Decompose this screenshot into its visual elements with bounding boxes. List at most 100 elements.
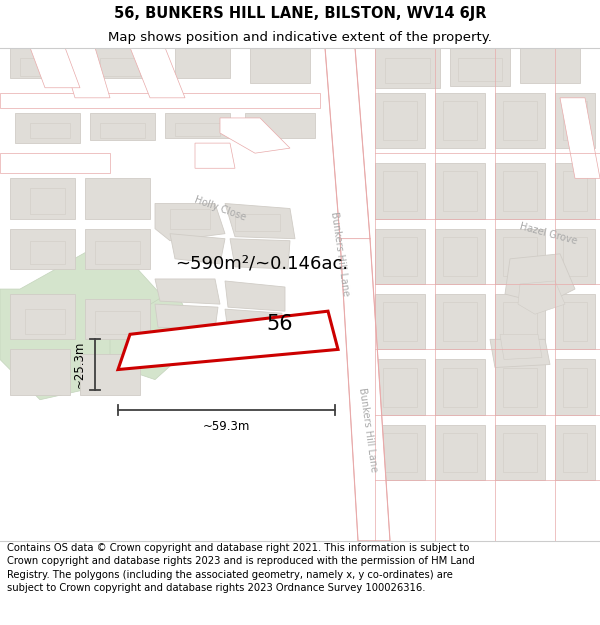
Polygon shape	[0, 239, 165, 400]
Polygon shape	[450, 48, 510, 86]
Polygon shape	[10, 229, 75, 269]
Polygon shape	[503, 171, 537, 211]
Polygon shape	[443, 302, 477, 341]
Polygon shape	[563, 368, 587, 407]
Polygon shape	[383, 101, 417, 140]
Polygon shape	[195, 143, 235, 168]
Polygon shape	[80, 354, 140, 395]
Polygon shape	[503, 433, 537, 472]
Polygon shape	[505, 254, 575, 304]
Polygon shape	[155, 204, 225, 241]
Polygon shape	[375, 359, 425, 415]
Text: Map shows position and indicative extent of the property.: Map shows position and indicative extent…	[108, 31, 492, 44]
Polygon shape	[490, 339, 550, 367]
Polygon shape	[0, 153, 110, 173]
Polygon shape	[90, 113, 155, 140]
Polygon shape	[375, 229, 425, 284]
Polygon shape	[230, 239, 290, 269]
Text: ~590m²/~0.146ac.: ~590m²/~0.146ac.	[175, 255, 348, 273]
Polygon shape	[375, 163, 425, 219]
Polygon shape	[435, 359, 485, 415]
Polygon shape	[375, 425, 425, 480]
Polygon shape	[10, 294, 75, 339]
Polygon shape	[95, 311, 140, 334]
Polygon shape	[110, 289, 200, 379]
Text: 56: 56	[266, 314, 293, 334]
Polygon shape	[500, 334, 542, 359]
Polygon shape	[555, 163, 595, 219]
Polygon shape	[443, 171, 477, 211]
Polygon shape	[235, 214, 280, 231]
Polygon shape	[25, 309, 65, 334]
Polygon shape	[340, 239, 390, 541]
Polygon shape	[15, 113, 80, 143]
Polygon shape	[220, 118, 290, 153]
Polygon shape	[443, 433, 477, 472]
Text: ~59.3m: ~59.3m	[203, 420, 250, 433]
Text: Contains OS data © Crown copyright and database right 2021. This information is : Contains OS data © Crown copyright and d…	[7, 543, 475, 592]
Polygon shape	[495, 359, 545, 415]
Polygon shape	[383, 368, 417, 407]
Text: Hazel Grove: Hazel Grove	[518, 221, 578, 246]
Polygon shape	[383, 237, 417, 276]
Polygon shape	[443, 368, 477, 407]
Polygon shape	[375, 48, 440, 88]
Polygon shape	[375, 294, 425, 349]
Polygon shape	[10, 178, 75, 219]
Polygon shape	[225, 309, 282, 336]
Polygon shape	[458, 58, 502, 81]
Polygon shape	[10, 349, 70, 395]
Polygon shape	[435, 92, 485, 148]
Polygon shape	[383, 171, 417, 211]
Polygon shape	[503, 368, 537, 407]
Polygon shape	[225, 204, 295, 239]
Polygon shape	[250, 48, 310, 82]
Polygon shape	[165, 113, 230, 138]
Polygon shape	[155, 279, 220, 304]
Polygon shape	[555, 294, 595, 349]
Polygon shape	[325, 48, 370, 239]
Polygon shape	[175, 123, 220, 136]
Polygon shape	[443, 101, 477, 140]
Polygon shape	[495, 92, 545, 148]
Polygon shape	[563, 171, 587, 211]
Text: ~25.3m: ~25.3m	[73, 341, 86, 388]
Polygon shape	[155, 304, 218, 329]
Polygon shape	[95, 48, 150, 78]
Polygon shape	[30, 241, 65, 264]
Polygon shape	[443, 237, 477, 276]
Text: Bunkers Hill Lane: Bunkers Hill Lane	[357, 387, 379, 473]
Polygon shape	[520, 48, 580, 82]
Polygon shape	[435, 229, 485, 284]
Polygon shape	[495, 229, 545, 284]
Polygon shape	[130, 48, 185, 98]
Polygon shape	[503, 302, 537, 341]
Polygon shape	[555, 359, 595, 415]
Polygon shape	[495, 163, 545, 219]
Polygon shape	[95, 241, 140, 264]
Polygon shape	[560, 98, 600, 178]
Polygon shape	[118, 311, 338, 369]
Polygon shape	[555, 229, 595, 284]
Polygon shape	[170, 209, 210, 229]
Polygon shape	[85, 229, 150, 269]
Polygon shape	[375, 92, 425, 148]
Polygon shape	[563, 101, 587, 140]
Polygon shape	[385, 58, 430, 82]
Polygon shape	[20, 58, 60, 76]
Polygon shape	[30, 188, 65, 214]
Polygon shape	[0, 92, 320, 108]
Polygon shape	[85, 299, 150, 339]
Polygon shape	[563, 302, 587, 341]
Polygon shape	[100, 58, 140, 76]
Polygon shape	[563, 237, 587, 276]
Polygon shape	[518, 281, 565, 314]
Polygon shape	[435, 163, 485, 219]
Polygon shape	[170, 234, 225, 264]
Polygon shape	[495, 425, 545, 480]
Polygon shape	[503, 237, 537, 276]
Polygon shape	[10, 48, 80, 78]
Polygon shape	[85, 178, 150, 219]
Polygon shape	[175, 48, 230, 78]
Text: Bunkers Hill Lane: Bunkers Hill Lane	[329, 211, 351, 297]
